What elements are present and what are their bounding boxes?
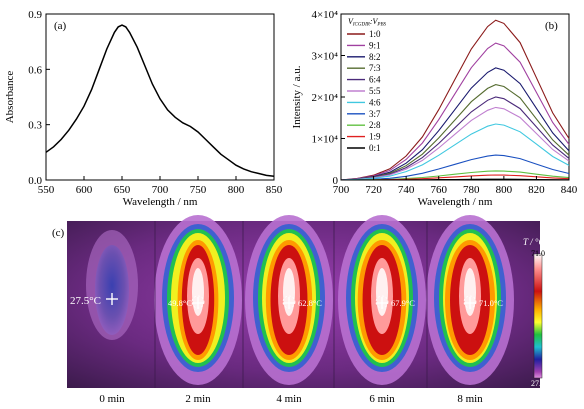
legend-label: 7:3 [369, 63, 381, 73]
series-line-9-1 [340, 42, 570, 181]
series-line-3-7 [340, 154, 570, 181]
legend-label: 8:2 [369, 52, 381, 62]
heat-peak [376, 268, 388, 316]
x-tick-label: 850 [266, 184, 283, 196]
legend-label: 2:8 [369, 120, 381, 130]
x-tick-label: 750 [190, 184, 207, 196]
thermal-frame: 67.9°C [338, 215, 426, 385]
series-line-5-5 [340, 106, 570, 181]
time-label: 4 min [276, 393, 302, 405]
heat-peak [192, 268, 204, 316]
legend-label: 4:6 [369, 97, 381, 107]
y-tick-label: 2×10⁴ [311, 92, 338, 104]
legend-label: 9:1 [369, 40, 381, 50]
y-tick-label: 3×10⁴ [311, 51, 338, 63]
y-tick-label: 1×10⁴ [311, 134, 338, 146]
thermal-frame: 49.8°C [154, 215, 242, 385]
temperature-readout: 62.8°C [298, 298, 322, 308]
thermal-image-panel: (c) 27.5°C 49.8°C 62.8°C 67.9°C 71.0°C T / °… [52, 215, 545, 405]
x-tick-label: 820 [528, 184, 545, 196]
series-line-4-6 [340, 123, 570, 181]
temperature-readout: 67.9°C [391, 298, 415, 308]
colorbar-min: 27.4 [531, 379, 545, 388]
legend-label: 3:7 [369, 109, 381, 119]
legend-label: 1:9 [369, 132, 381, 142]
x-tick-label: 800 [228, 184, 245, 196]
x-tick-label: 720 [365, 184, 382, 196]
colorbar [533, 253, 543, 379]
legend-title: VICGDIR:VPBS [348, 17, 387, 28]
y-tick-label: 0.0 [28, 175, 42, 187]
temperature-readout: 27.5°C [70, 295, 101, 307]
x-tick-label: 600 [76, 184, 93, 196]
x-tick-label: 700 [152, 184, 169, 196]
legend: VICGDIR:VPBS 1:09:1 8:27:3 6:45:54:6 3:72:8… [347, 17, 387, 153]
series-lines [340, 19, 570, 181]
absorbance-chart: 550 600 650 700 750 800 850 0.0 0.3 0.6 0.9 (a) Wa… [4, 9, 283, 208]
thermal-frames: 27.5°C 49.8°C 62.8°C 67.9°C 71.0°C [70, 215, 514, 388]
x-tick-label: 740 [398, 184, 415, 196]
y-tick-label: 0 [333, 175, 339, 187]
y-tick-label: 0.6 [28, 64, 42, 76]
time-label: 2 min [185, 393, 211, 405]
temperature-readout: 49.8°C [168, 298, 192, 308]
temperature-readout: 71.0°C [479, 298, 503, 308]
time-label: 0 min [99, 393, 125, 405]
legend-label: 0:1 [369, 143, 381, 153]
panel-label-a: (a) [54, 20, 67, 32]
thermal-frame: 71.0°C [426, 215, 514, 385]
time-label: 8 min [457, 393, 483, 405]
legend-label: 5:5 [369, 86, 381, 96]
absorbance-curve [45, 24, 275, 178]
x-tick-label: 550 [38, 184, 55, 196]
tick-labels: 700 720 740 760 780 800 820 840 0 1×10⁴ 2×10⁴ 3×10⁴… [311, 9, 577, 196]
x-axis-label: Wavelength / nm [418, 196, 493, 208]
tick-marks [340, 13, 570, 181]
time-labels: 0 min 2 min 4 min 6 min 8 min [99, 393, 483, 405]
thermal-frame: 27.5°C [70, 230, 138, 340]
tick-marks [45, 13, 275, 181]
y-axis-label: Absorbance [4, 71, 16, 124]
tick-labels: 550 600 650 700 750 800 850 0.0 0.3 0.6 0.9 [28, 9, 283, 196]
x-axis-label: Wavelength / nm [123, 196, 198, 208]
legend-label: 6:4 [369, 75, 381, 85]
fluorescence-chart: 700 720 740 760 780 800 820 840 0 1×10⁴ 2×10⁴ 3×10⁴… [291, 9, 578, 208]
legend-label: 1:0 [369, 29, 381, 39]
x-tick-label: 840 [561, 184, 578, 196]
panel-label-b: (b) [545, 20, 558, 32]
panel-label-c: (c) [52, 227, 65, 239]
y-axis-label: Intensity / a.u. [291, 65, 303, 128]
time-label: 6 min [369, 393, 395, 405]
legend-items: 1:09:1 8:27:3 6:45:54:6 3:72:8 1:90:1 [347, 29, 381, 153]
y-tick-label: 0.3 [28, 120, 42, 132]
series-line-0-1 [341, 178, 570, 181]
colorbar-title: T / °C [523, 237, 545, 247]
tube-cold [95, 245, 129, 335]
x-tick-label: 800 [496, 184, 513, 196]
x-tick-label: 760 [430, 184, 447, 196]
heat-peak [464, 268, 476, 316]
series-line-1-0 [340, 19, 570, 181]
x-tick-label: 700 [333, 184, 350, 196]
colorbar-max: 71.0 [531, 249, 545, 258]
x-tick-label: 780 [463, 184, 480, 196]
thermal-frame: 62.8°C [245, 215, 333, 385]
x-tick-label: 650 [114, 184, 131, 196]
y-tick-label: 0.9 [28, 9, 42, 21]
series-line-7-3 [340, 84, 570, 181]
plot-frame [45, 13, 275, 181]
y-tick-label: 4×10⁴ [311, 9, 338, 21]
heat-peak [283, 268, 295, 316]
series-line-8-2 [340, 67, 570, 181]
